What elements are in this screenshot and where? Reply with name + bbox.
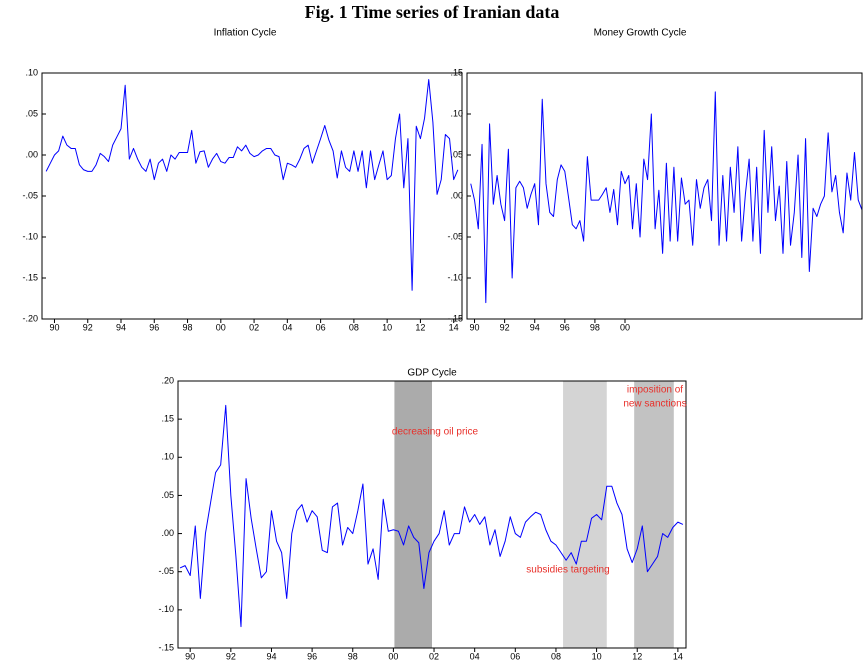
- x-tick-label: 04: [470, 651, 480, 661]
- x-tick-label: 98: [183, 322, 193, 332]
- x-tick-label: 94: [266, 651, 276, 661]
- y-tick-label: .15: [450, 67, 463, 77]
- y-tick-label: .15: [161, 414, 174, 424]
- x-tick-label: 02: [429, 651, 439, 661]
- plot-area: [42, 73, 462, 319]
- x-tick-label: 98: [348, 651, 358, 661]
- y-tick-label: .10: [25, 67, 38, 77]
- y-tick-label: -.05: [447, 231, 463, 241]
- x-tick-label: 10: [382, 322, 392, 332]
- x-tick-label: 92: [83, 322, 93, 332]
- y-tick-label: .00: [161, 528, 174, 538]
- series-line: [179, 404, 684, 628]
- y-tick-label: .05: [161, 490, 174, 500]
- chart-subtitle: Inflation Cycle: [214, 28, 277, 39]
- y-tick-label: .05: [25, 108, 38, 118]
- annotation: decreasing oil price: [392, 427, 479, 438]
- x-tick-label: 00: [620, 322, 630, 332]
- shaded-region: [563, 381, 607, 648]
- x-tick-label: 14: [449, 322, 459, 332]
- x-tick-label: 00: [216, 322, 226, 332]
- annotation: imposition of: [627, 385, 683, 396]
- plot-frame: [177, 380, 687, 649]
- y-tick-label: .10: [450, 108, 463, 118]
- y-tick-label: -.15: [447, 313, 463, 323]
- y-tick-label: -.15: [22, 272, 38, 282]
- x-tick-label: 94: [116, 322, 126, 332]
- y-tick-label: -.10: [447, 272, 463, 282]
- shaded-region: [634, 381, 674, 648]
- x-tick-label: 92: [226, 651, 236, 661]
- y-tick-label: -.05: [22, 190, 38, 200]
- plot-frame: [466, 72, 863, 320]
- y-tick-label: .20: [161, 375, 174, 385]
- annotation: subsidies targeting: [526, 565, 609, 576]
- x-tick-label: 12: [415, 322, 425, 332]
- x-tick-label: 90: [49, 322, 59, 332]
- plot-frame: [41, 72, 463, 320]
- chart-subtitle: GDP Cycle: [407, 368, 457, 379]
- annotation: new sanctions: [623, 399, 686, 410]
- shaded-region: [394, 381, 432, 648]
- x-tick-label: 12: [632, 651, 642, 661]
- x-tick-label: 96: [149, 322, 159, 332]
- series-line: [45, 79, 459, 291]
- y-tick-label: .00: [25, 149, 38, 159]
- plot-area: [467, 73, 862, 319]
- figure-title: Fig. 1 Time series of Iranian data: [305, 2, 560, 22]
- y-tick-label: -.10: [22, 231, 38, 241]
- x-tick-label: 98: [590, 322, 600, 332]
- x-tick-label: 10: [592, 651, 602, 661]
- x-tick-label: 96: [307, 651, 317, 661]
- x-tick-label: 08: [349, 322, 359, 332]
- x-tick-label: 06: [510, 651, 520, 661]
- chart-subtitle: Money Growth Cycle: [594, 28, 687, 39]
- x-tick-label: 00: [388, 651, 398, 661]
- y-tick-label: .10: [161, 452, 174, 462]
- y-tick-label: -.20: [22, 313, 38, 323]
- x-tick-label: 90: [185, 651, 195, 661]
- x-tick-label: 02: [249, 322, 259, 332]
- x-tick-label: 04: [282, 322, 292, 332]
- x-tick-label: 14: [673, 651, 683, 661]
- y-tick-label: .05: [450, 149, 463, 159]
- x-tick-label: 06: [316, 322, 326, 332]
- x-tick-label: 90: [470, 322, 480, 332]
- x-tick-label: 92: [500, 322, 510, 332]
- y-tick-label: -.15: [158, 642, 174, 652]
- x-tick-label: 96: [560, 322, 570, 332]
- y-tick-label: .00: [450, 190, 463, 200]
- y-tick-label: -.10: [158, 604, 174, 614]
- series-line: [470, 91, 863, 304]
- y-tick-label: -.05: [158, 566, 174, 576]
- x-tick-label: 08: [551, 651, 561, 661]
- x-tick-label: 94: [530, 322, 540, 332]
